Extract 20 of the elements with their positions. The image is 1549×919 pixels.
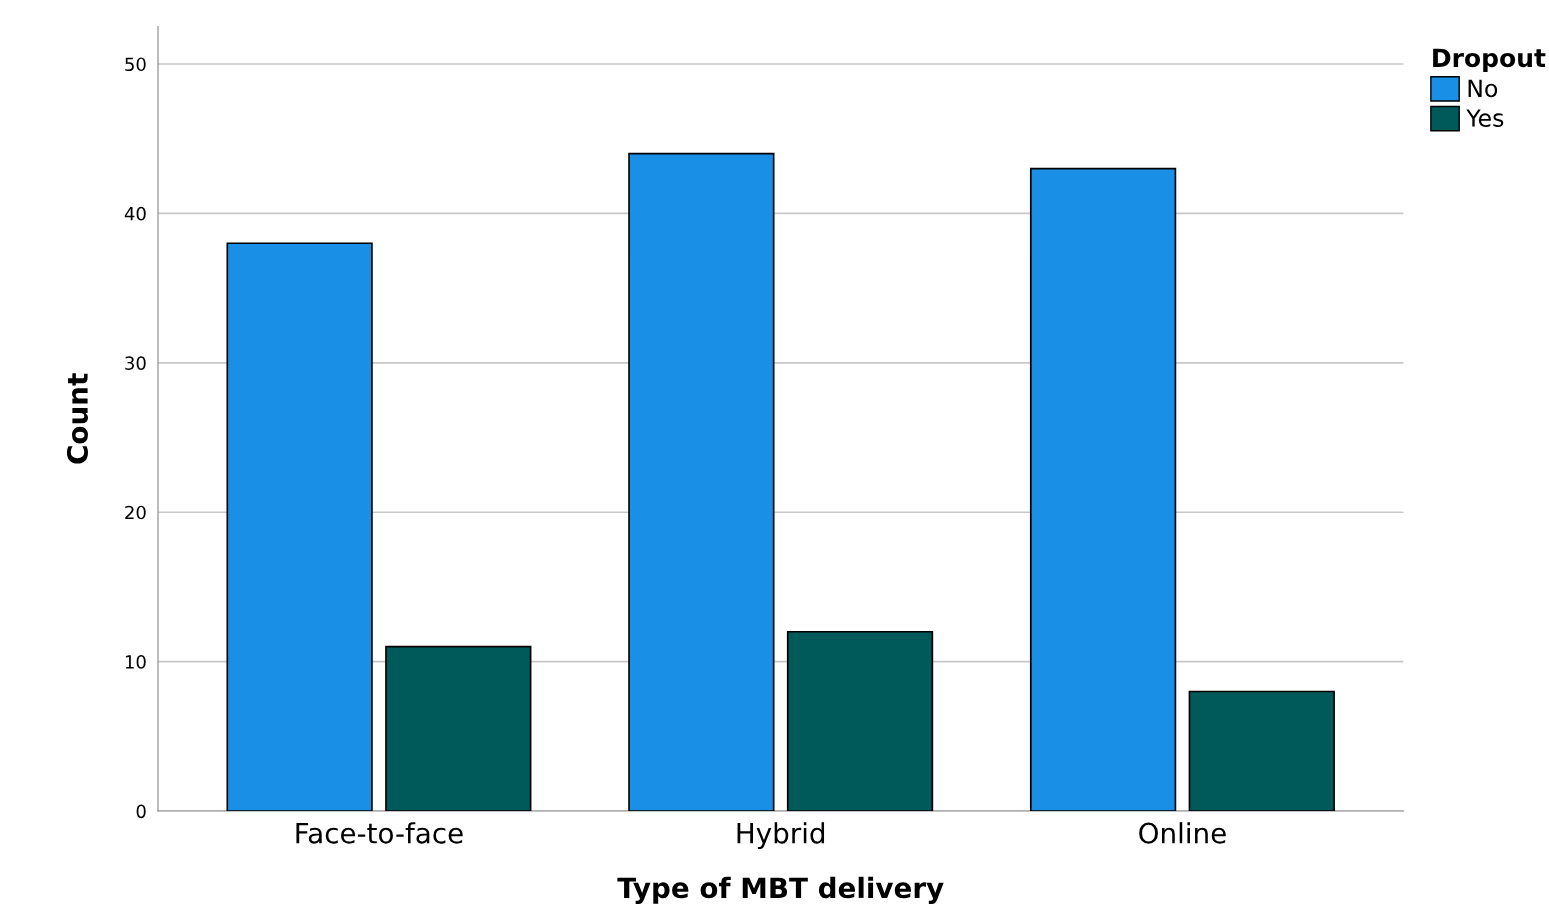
- bar: [1029, 167, 1177, 812]
- y-tick-label: 0: [136, 804, 146, 819]
- y-tick-label: 50: [125, 57, 146, 72]
- bar: [628, 152, 775, 812]
- bar: [786, 630, 934, 812]
- bar: [226, 242, 373, 812]
- x-tick-label: Online: [1139, 822, 1226, 844]
- bar: [385, 645, 532, 812]
- legend-title: Dropout: [1433, 48, 1546, 73]
- legend-label: Yes: [1466, 109, 1504, 127]
- legend-label: No: [1468, 79, 1498, 98]
- x-tick-label: Hybrid: [737, 822, 825, 850]
- x-axis-title: Type of MBT delivery: [617, 876, 944, 904]
- y-axis-title: Count: [66, 373, 88, 464]
- x-tick-label: Face-to-face: [296, 822, 463, 844]
- y-tick-label: 40: [124, 206, 146, 221]
- y-tick-label: 20: [125, 505, 146, 520]
- y-tick-label: 10: [125, 655, 146, 669]
- y-tick-label: 30: [125, 356, 146, 370]
- bar: [1188, 690, 1335, 812]
